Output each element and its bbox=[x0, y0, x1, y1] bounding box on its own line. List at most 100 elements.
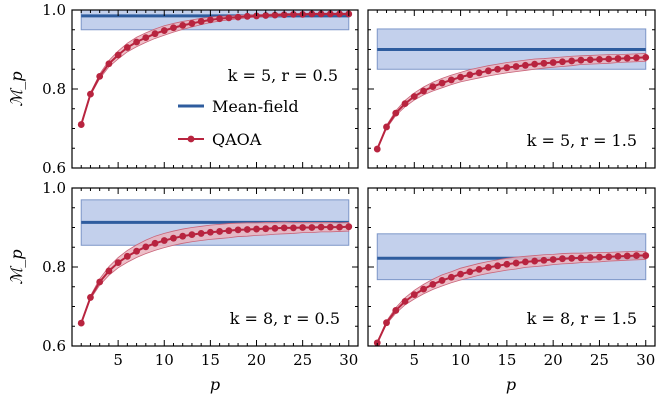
qaoa-point bbox=[549, 256, 557, 263]
qaoa-point bbox=[494, 65, 502, 73]
qaoa-point bbox=[188, 231, 196, 239]
legend-label-qaoa: QAOA bbox=[212, 130, 262, 149]
qaoa-point bbox=[225, 14, 233, 22]
qaoa-point bbox=[243, 12, 251, 20]
qaoa-point bbox=[484, 67, 492, 75]
qaoa-point bbox=[271, 224, 279, 232]
qaoa-point bbox=[345, 223, 353, 231]
qaoa-point bbox=[568, 57, 576, 65]
qaoa-point bbox=[466, 71, 474, 79]
qaoa-point bbox=[271, 11, 279, 19]
qaoa-point bbox=[234, 226, 242, 234]
qaoa-point bbox=[623, 54, 631, 62]
panel-frame bbox=[367, 9, 656, 169]
qaoa-point bbox=[466, 268, 474, 276]
qaoa-point bbox=[87, 294, 94, 301]
qaoa-point bbox=[559, 255, 566, 263]
qaoa-point bbox=[642, 252, 650, 259]
qaoa-point bbox=[457, 73, 464, 81]
qaoa-point bbox=[549, 59, 557, 66]
qaoa-point bbox=[512, 63, 520, 70]
qaoa-point bbox=[188, 20, 196, 27]
qaoa-point bbox=[420, 87, 427, 95]
qaoa-point bbox=[317, 223, 325, 231]
x-tick-label: 5 bbox=[410, 351, 420, 369]
panel-label: k = 8, r = 1.5 bbox=[527, 309, 637, 328]
qaoa-point bbox=[577, 56, 585, 64]
panel-frame bbox=[71, 9, 359, 169]
qaoa-point bbox=[568, 254, 576, 262]
plot-area bbox=[373, 233, 650, 346]
qaoa-point bbox=[123, 44, 131, 51]
qaoa-point bbox=[308, 10, 316, 18]
y-tick-label: 1.0 bbox=[42, 179, 66, 197]
y-tick-label: 0.8 bbox=[42, 258, 66, 276]
x-tick-label: 30 bbox=[339, 351, 358, 369]
qaoa-point bbox=[206, 228, 214, 236]
qaoa-point bbox=[559, 58, 566, 66]
x-tick-label: 20 bbox=[247, 351, 266, 369]
qaoa-point bbox=[280, 11, 288, 19]
qaoa-point bbox=[234, 13, 242, 21]
panel-label: k = 5, r = 0.5 bbox=[228, 66, 338, 85]
qaoa-point bbox=[447, 273, 455, 281]
qaoa-point bbox=[512, 259, 520, 267]
qaoa-point bbox=[216, 15, 224, 23]
qaoa-point bbox=[503, 260, 511, 268]
qaoa-point bbox=[429, 83, 437, 91]
qaoa-point bbox=[503, 64, 511, 72]
panel-frame bbox=[367, 187, 656, 347]
qaoa-point bbox=[170, 234, 177, 242]
qaoa-point bbox=[151, 30, 159, 38]
qaoa-point bbox=[623, 252, 631, 260]
qaoa-point bbox=[521, 258, 529, 266]
plot-area bbox=[77, 10, 353, 128]
qaoa-point bbox=[531, 60, 539, 68]
qaoa-point bbox=[160, 27, 168, 34]
qaoa-point bbox=[96, 72, 104, 80]
qaoa-point bbox=[206, 16, 214, 24]
qaoa-point bbox=[262, 12, 270, 19]
x-tick-label: 15 bbox=[201, 351, 220, 369]
y-tick-label: 0.6 bbox=[42, 337, 66, 355]
panel-label: k = 5, r = 1.5 bbox=[527, 131, 637, 150]
qaoa-point bbox=[77, 319, 85, 327]
qaoa-point bbox=[410, 291, 418, 299]
qaoa-point bbox=[225, 227, 233, 235]
qaoa-point bbox=[392, 307, 400, 314]
qaoa-point bbox=[280, 224, 288, 232]
x-tick-label: 15 bbox=[497, 351, 516, 369]
qaoa-point bbox=[373, 339, 381, 346]
axis-label-group: ℳ_p ℳ_p p p bbox=[7, 71, 516, 394]
qaoa-point bbox=[142, 34, 150, 42]
qaoa-point bbox=[290, 10, 297, 18]
qaoa-point bbox=[605, 253, 613, 261]
qaoa-point bbox=[308, 224, 316, 231]
qaoa-point bbox=[373, 145, 381, 153]
qaoa-point bbox=[475, 69, 483, 77]
qaoa-point bbox=[383, 319, 390, 327]
qaoa-point bbox=[401, 297, 409, 305]
qaoa-point bbox=[151, 239, 159, 247]
qaoa-point bbox=[179, 232, 187, 240]
y-tick-label: 0.6 bbox=[42, 159, 66, 177]
qaoa-point bbox=[457, 270, 464, 278]
qaoa-point bbox=[105, 60, 113, 68]
qaoa-point bbox=[326, 223, 334, 231]
qaoa-point bbox=[170, 24, 177, 32]
qaoa-point bbox=[577, 254, 585, 262]
qaoa-point bbox=[540, 59, 548, 67]
qaoa-point bbox=[401, 100, 409, 108]
qaoa-point bbox=[336, 223, 343, 231]
qaoa-point bbox=[114, 51, 122, 59]
qaoa-point bbox=[596, 55, 603, 63]
qaoa-point bbox=[475, 265, 483, 273]
x-axis-label-left: p bbox=[210, 375, 220, 394]
y-tick-label: 0.8 bbox=[42, 80, 66, 98]
qaoa-point bbox=[133, 247, 140, 255]
x-tick-label: 20 bbox=[544, 351, 563, 369]
y-axis-label-bottom: ℳ_p bbox=[7, 249, 26, 284]
legend: Mean-field QAOA bbox=[178, 97, 299, 149]
qaoa-point bbox=[614, 252, 622, 260]
panel-frame bbox=[71, 187, 359, 347]
